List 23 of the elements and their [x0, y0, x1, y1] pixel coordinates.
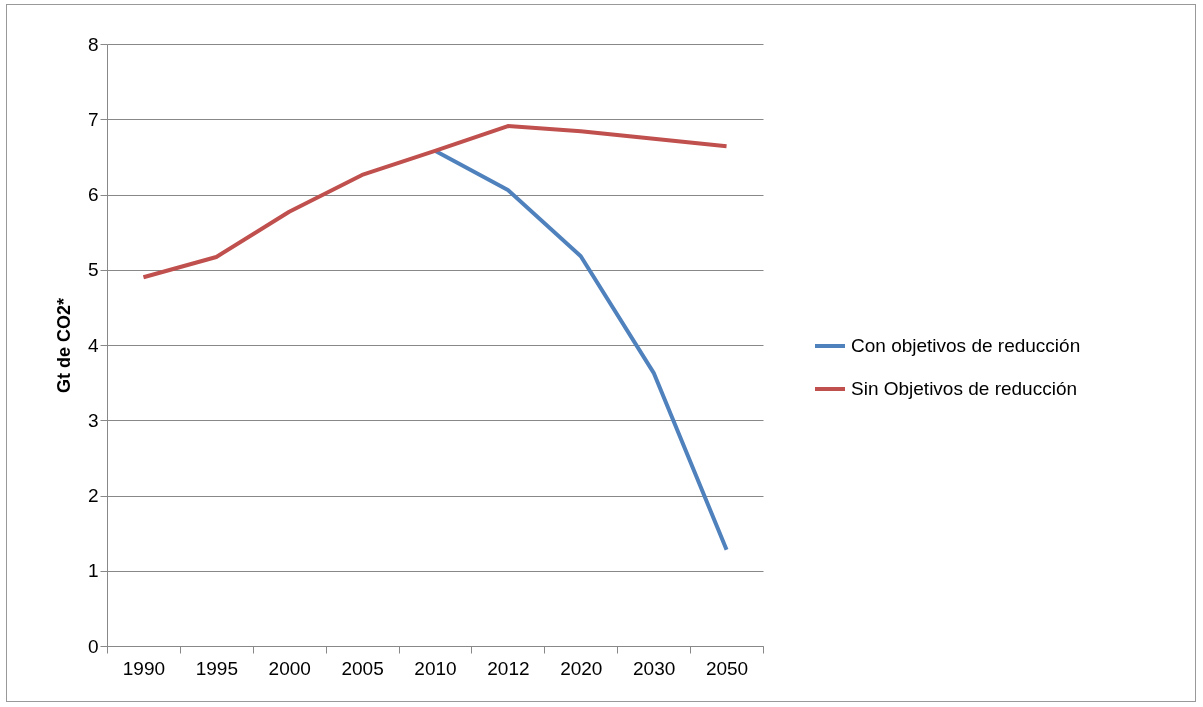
y-tick-label: 4 [87, 334, 99, 356]
y-tick-label: 2 [87, 485, 99, 506]
line-series [433, 148, 729, 552]
legend-label: Sin Objetivos de reducción [851, 378, 1078, 399]
x-tick-label: 1995 [195, 657, 238, 679]
y-tick-label: 7 [87, 108, 99, 130]
y-tick-label: 1 [87, 560, 99, 582]
x-tick-label: 2000 [268, 657, 311, 679]
y-tick-label: 8 [87, 33, 99, 55]
x-tick-label: 2050 [705, 657, 749, 679]
y-axis-title: Gt de CO2* [53, 297, 74, 394]
y-tick-label: 3 [87, 409, 99, 431]
x-tick-label: 2010 [414, 657, 457, 679]
x-tick-label: 2020 [560, 657, 603, 679]
y-tick-label: 0 [87, 635, 99, 657]
x-tick-label: 2030 [633, 657, 676, 679]
y-tick-label: 5 [87, 259, 99, 281]
legend-label: Con objetivos de reducción [851, 335, 1081, 356]
y-tick-label: 6 [87, 184, 99, 205]
line-series [141, 124, 729, 280]
x-tick-label: 1990 [122, 657, 166, 679]
x-tick-label: 2005 [341, 657, 384, 679]
x-tick-label: 2012 [487, 657, 530, 679]
